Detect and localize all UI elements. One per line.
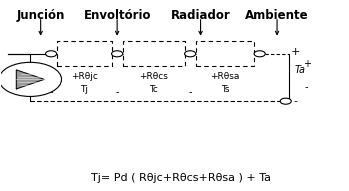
Text: Tj= Pd ( Rθjc+Rθcs+Rθsa ) + Ta: Tj= Pd ( Rθjc+Rθcs+Rθsa ) + Ta <box>91 173 272 183</box>
Text: -: - <box>49 87 53 97</box>
Text: Radiador: Radiador <box>171 9 230 22</box>
Bar <box>196 41 254 66</box>
Circle shape <box>280 98 291 104</box>
Text: +: + <box>303 59 311 70</box>
Text: Ambiente: Ambiente <box>245 9 309 22</box>
Circle shape <box>112 51 123 57</box>
Text: Tj: Tj <box>80 85 88 94</box>
Circle shape <box>0 62 61 96</box>
Circle shape <box>185 51 196 57</box>
Text: +Rθjc: +Rθjc <box>71 72 98 81</box>
Text: +Rθcs: +Rθcs <box>139 72 168 81</box>
Bar <box>57 41 112 66</box>
Text: Pd: Pd <box>32 84 44 94</box>
Text: Envoltório: Envoltório <box>83 9 151 22</box>
Text: Ta: Ta <box>294 65 305 75</box>
Text: Junción: Junción <box>16 9 65 22</box>
Circle shape <box>45 51 57 57</box>
Text: +: + <box>291 47 300 57</box>
Polygon shape <box>16 70 44 89</box>
Text: Tc: Tc <box>149 85 158 94</box>
Text: -: - <box>305 82 309 92</box>
Circle shape <box>254 51 265 57</box>
Bar <box>123 41 185 66</box>
Text: -: - <box>294 96 297 106</box>
Text: -: - <box>116 87 119 97</box>
Text: +Rθsa: +Rθsa <box>210 72 240 81</box>
Text: Ts: Ts <box>221 85 229 94</box>
Text: -: - <box>188 87 192 97</box>
